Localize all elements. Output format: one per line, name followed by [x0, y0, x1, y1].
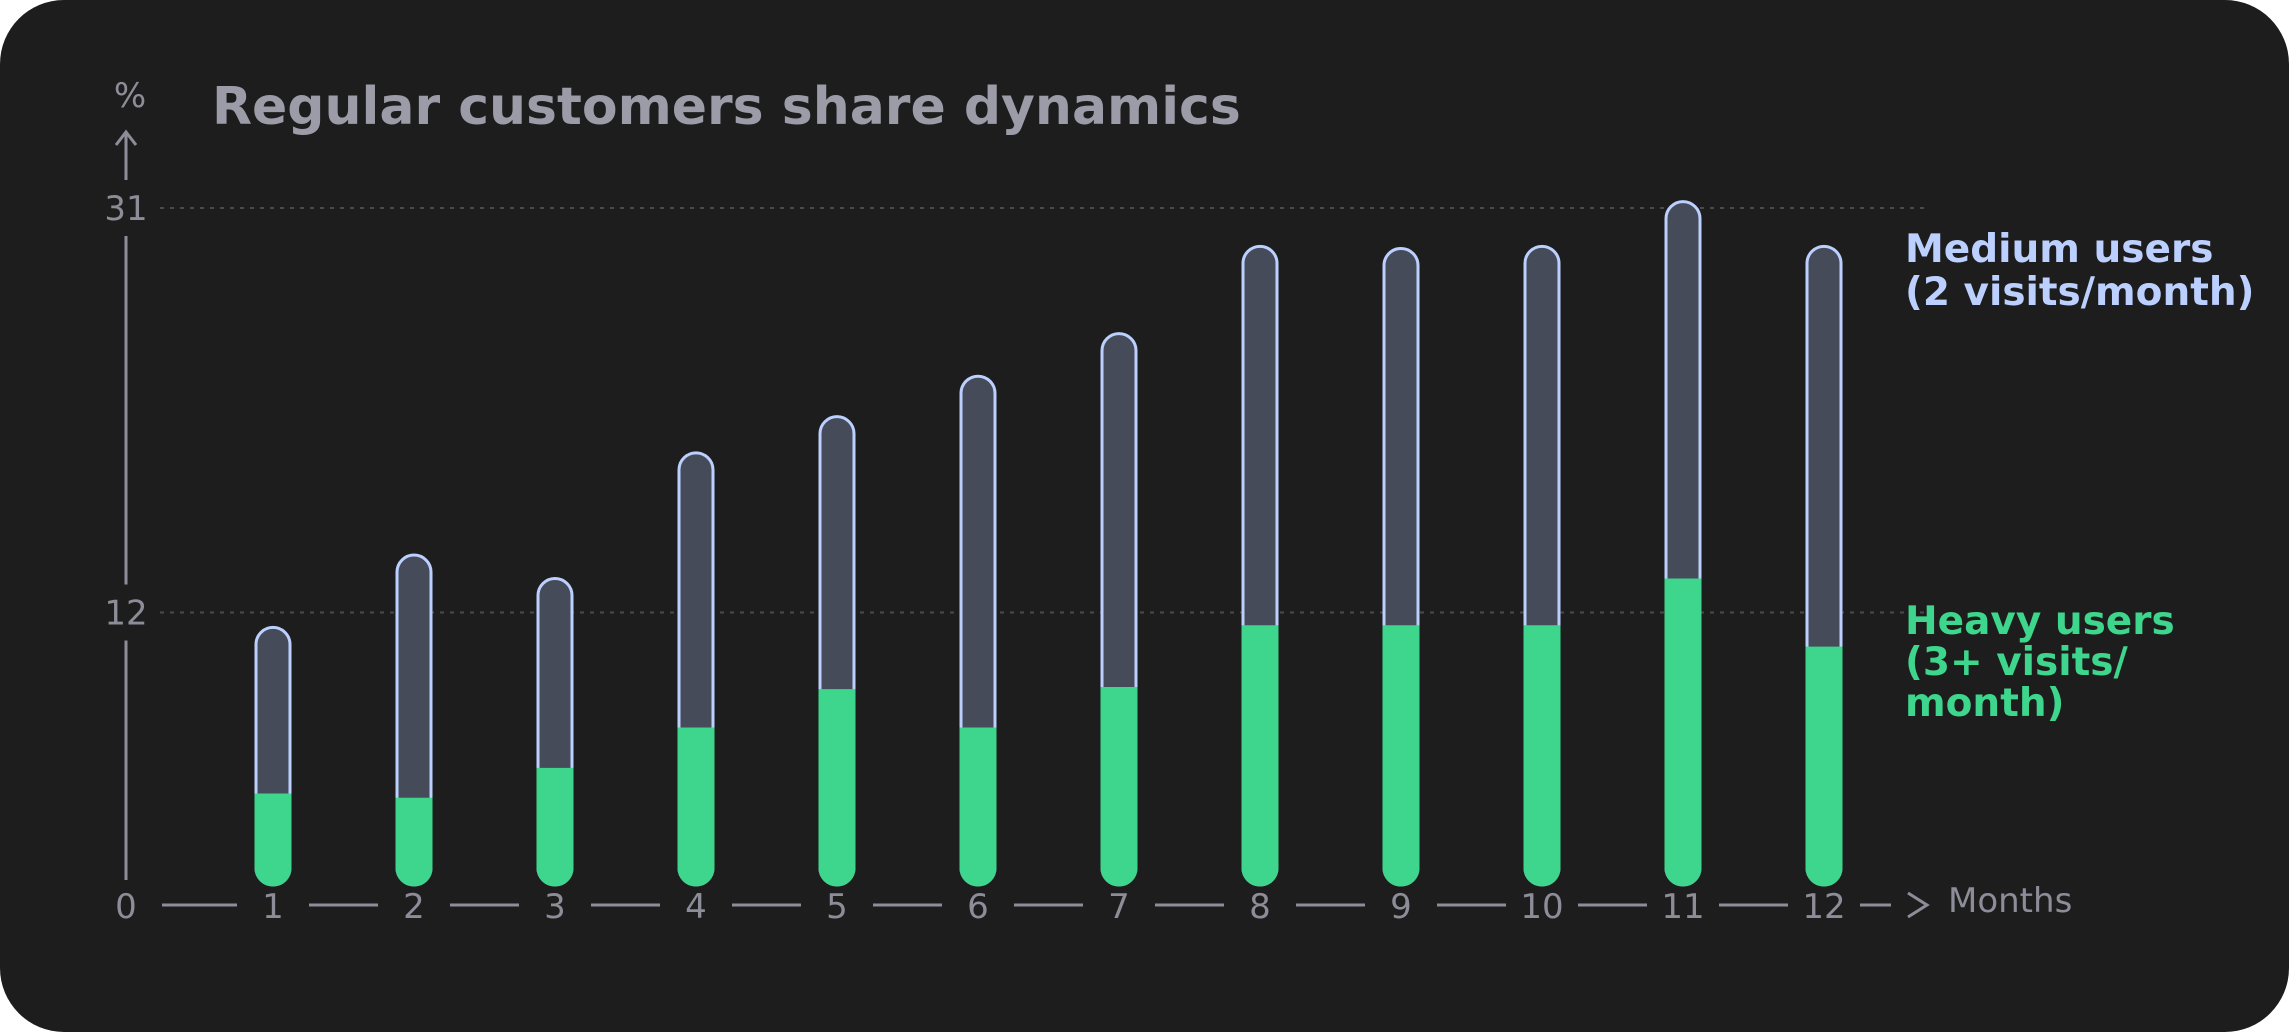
x-tick-label: 3 — [544, 887, 566, 927]
bar-group-12 — [1805, 244, 1843, 887]
y-axis-unit-label: % — [114, 76, 146, 116]
y-tick-label: 12 — [104, 594, 147, 634]
legend-heavy-line: (3+ visits/ — [1905, 640, 2128, 685]
bar-group-4 — [677, 451, 715, 887]
chart-title: Regular customers share dynamics — [212, 77, 1241, 137]
legend-medium-users: Medium users(2 visits/month) — [1905, 227, 2254, 315]
bar-heavy-users — [677, 727, 715, 887]
legend-medium-line: (2 visits/month) — [1905, 270, 2254, 315]
x-tick-labels: 1 2 3 4 5 6 7 8 9 10 11 12 — [262, 887, 1845, 927]
bars — [254, 200, 1843, 887]
bar-group-8 — [1241, 244, 1279, 887]
x-tick-label: 4 — [685, 887, 707, 927]
x-axis-arrow — [1907, 891, 1930, 919]
bar-heavy-users — [959, 727, 997, 887]
bar-group-10 — [1523, 244, 1561, 887]
bar-group-2 — [395, 553, 433, 887]
bar-heavy-users — [254, 793, 292, 887]
bar-heavy-users — [818, 689, 856, 887]
x-tick-label: 7 — [1108, 887, 1130, 927]
bar-heavy-users — [1523, 625, 1561, 887]
bar-group-7 — [1100, 332, 1138, 887]
x-tick-label: 2 — [403, 887, 425, 927]
bar-heavy-users — [1805, 646, 1843, 887]
x-tick-label: 6 — [967, 887, 989, 927]
bar-group-6 — [959, 374, 997, 887]
legend: Medium users(2 visits/month)Heavy users(… — [1905, 227, 2254, 726]
legend-heavy-line: month) — [1905, 681, 2064, 726]
x-tick-label: 10 — [1520, 887, 1563, 927]
legend-medium-line: Medium users — [1905, 227, 2213, 272]
x-axis-origin-label: 0 — [115, 887, 137, 927]
x-axis-label: Months — [1948, 881, 2072, 921]
bar-group-5 — [818, 415, 856, 887]
axes: % Months 0 — [114, 76, 2072, 927]
x-tick-label: 5 — [826, 887, 848, 927]
y-tick-mask-1 — [100, 180, 152, 236]
bar-heavy-users — [1664, 578, 1702, 887]
legend-heavy-line: Heavy users — [1905, 599, 2175, 644]
bar-group-11 — [1664, 200, 1702, 887]
x-tick-label: 8 — [1249, 887, 1271, 927]
x-tick-label: 9 — [1390, 887, 1412, 927]
bar-heavy-users — [1241, 625, 1279, 887]
bar-heavy-users — [395, 797, 433, 887]
bar-group-9 — [1382, 246, 1420, 887]
bar-heavy-users — [536, 767, 574, 887]
x-tick-label: 12 — [1802, 887, 1845, 927]
bar-heavy-users — [1382, 625, 1420, 887]
legend-heavy-users: Heavy users(3+ visits/month) — [1905, 599, 2175, 726]
y-tick-mask-0 — [100, 584, 152, 641]
bar-group-3 — [536, 576, 574, 887]
y-tick-label: 31 — [104, 189, 147, 229]
y-tick-labels: 12 31 — [100, 180, 152, 641]
bar-heavy-users — [1100, 687, 1138, 887]
x-tick-label: 1 — [262, 887, 284, 927]
y-axis-arrow — [114, 129, 138, 146]
x-tick-label: 11 — [1661, 887, 1704, 927]
bar-group-1 — [254, 625, 292, 887]
